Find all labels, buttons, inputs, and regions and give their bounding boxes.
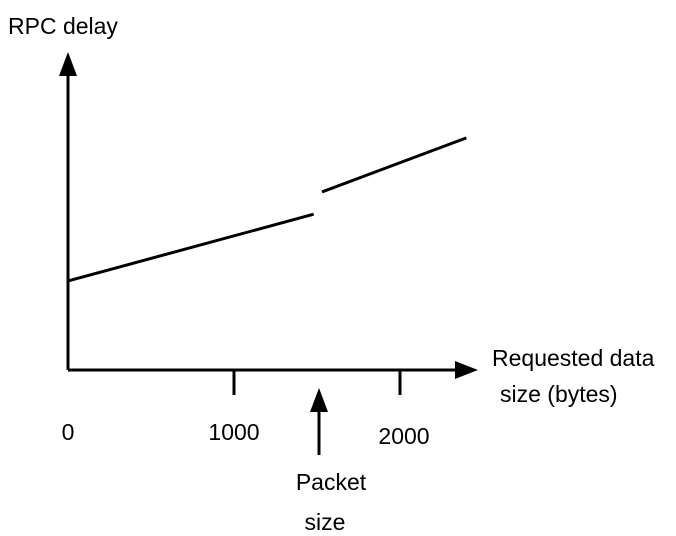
packet-size-label-line-1: Packet xyxy=(296,469,367,495)
series-segments xyxy=(67,136,467,283)
x-axis-arrow xyxy=(455,361,478,379)
y-axis-label: RPC delay xyxy=(8,13,118,39)
series-segment-2 xyxy=(321,136,467,194)
x-axis-label-line-2: size (bytes) xyxy=(500,381,618,407)
packet-size-annotation: Packet size xyxy=(296,388,367,535)
x-tick-label-1000: 1000 xyxy=(208,419,259,445)
y-axis-arrow xyxy=(59,52,77,76)
x-tick-label-2000: 2000 xyxy=(378,423,429,449)
series-segment-1 xyxy=(67,212,315,283)
x-tick-label-0: 0 xyxy=(62,419,75,445)
packet-size-label-line-2: size xyxy=(305,509,346,535)
x-ticks: 0 1000 2000 xyxy=(62,370,430,449)
packet-size-arrow-head xyxy=(310,388,328,412)
x-axis-label-line-1: Requested data xyxy=(492,345,655,371)
